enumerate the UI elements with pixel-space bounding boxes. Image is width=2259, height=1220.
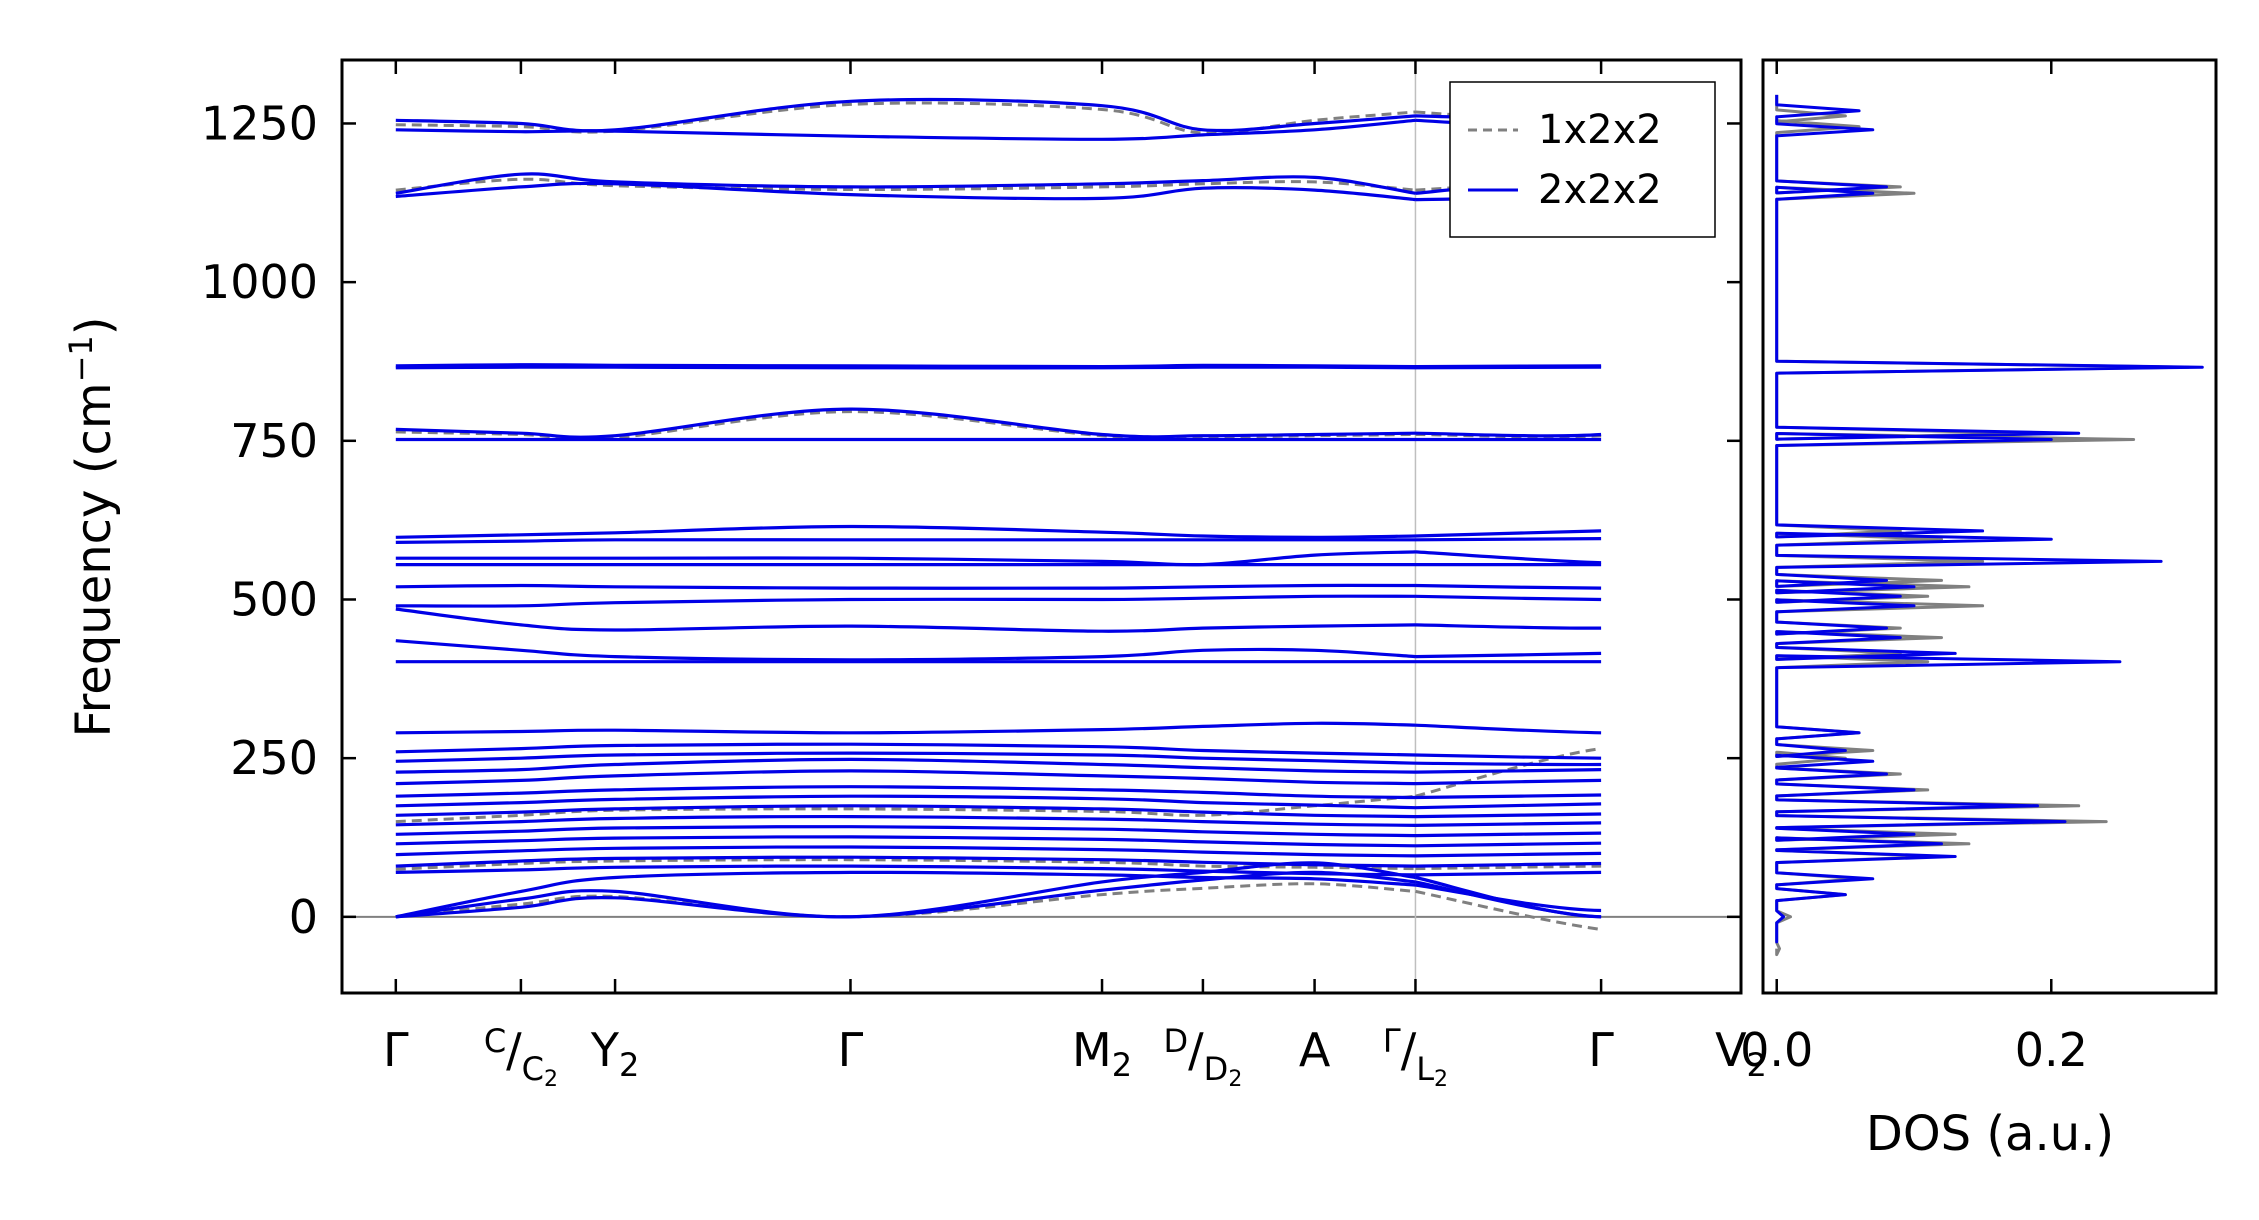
- y-axis-title: Frequency (cm−1): [62, 316, 122, 737]
- y-tick-label: 750: [230, 414, 318, 468]
- band-branch-1x2x2-3-0: [395, 410, 1416, 441]
- band-branch-1x2x2-1-0: [395, 101, 1416, 135]
- band-branch-2x2x2-31-0: [395, 870, 1416, 919]
- band-branch-2x2x2-20-1: [1415, 768, 1602, 774]
- band-branch-2x2x2-0-0: [395, 97, 1416, 133]
- band-branch-1x2x2-5-1: [1415, 864, 1602, 871]
- path-tick-label: A: [1299, 1023, 1331, 1077]
- band-branch-2x2x2-13-1: [1415, 594, 1602, 602]
- split-path-label: C/C2: [484, 1022, 558, 1092]
- band-branch-2x2x2-12-0: [395, 583, 1416, 590]
- band-branch-2x2x2-23-1: [1415, 802, 1602, 810]
- band-branch-2x2x2-9-1: [1415, 537, 1602, 542]
- dos-axis-ticks: 0.0 0.2: [1740, 60, 2088, 1077]
- dos-panel: 0.0 0.2: [1740, 58, 2218, 1077]
- legend-label-1x2x2: 1x2x2: [1538, 107, 1662, 153]
- band-branch-2x2x2-32-0: [395, 861, 1416, 919]
- y-tick-label: 1000: [201, 255, 318, 309]
- band-branch-2x2x2-5-1: [1415, 365, 1602, 370]
- band-branch-2x2x2-27-1: [1415, 841, 1602, 848]
- band-branch-2x2x2-26-1: [1415, 831, 1602, 838]
- band-branch-2x2x2-10-0: [395, 550, 1416, 567]
- y-tick-label: 1250: [201, 96, 318, 150]
- band-branch-2x2x2-26-0: [395, 825, 1416, 838]
- path-tick-label: Y2: [590, 1023, 639, 1084]
- band-branch-2x2x2-28-1: [1415, 851, 1602, 858]
- band-branch-2x2x2-18-0: [395, 742, 1416, 757]
- path-tick-label: V2: [1715, 1023, 1767, 1084]
- legend-label-2x2x2: 2x2x2: [1538, 167, 1662, 213]
- band-branch-2x2x2-12-1: [1415, 583, 1602, 590]
- band-branch-2x2x2-3-0: [395, 181, 1416, 202]
- band-branch-2x2x2-15-0: [395, 639, 1416, 662]
- path-tick-label: Γ: [383, 1023, 409, 1077]
- path-tick-label: Γ: [1588, 1023, 1614, 1077]
- band-branch-2x2x2-21-0: [395, 769, 1416, 786]
- band-branch-1x2x2-4-0: [395, 794, 1416, 824]
- band-branch-2x2x2-8-1: [1415, 529, 1602, 538]
- legend: 1x2x2 2x2x2: [1449, 81, 1716, 238]
- band-branch-2x2x2-25-0: [395, 814, 1416, 827]
- band-branch-2x2x2-19-1: [1415, 761, 1602, 767]
- band-branch-2x2x2-17-1: [1415, 723, 1602, 735]
- band-branch-2x2x2-33-1: [1415, 880, 1602, 919]
- band-branch-2x2x2-9-0: [395, 538, 1416, 544]
- band-branch-2x2x2-14-1: [1415, 623, 1602, 630]
- band-branch-2x2x2-14-0: [395, 607, 1416, 633]
- band-branch-2x2x2-2-0: [395, 172, 1416, 195]
- band-branch-2x2x2-24-0: [395, 804, 1416, 819]
- band-branch-2x2x2-15-1: [1415, 651, 1602, 659]
- band-branch-2x2x2-19-0: [395, 751, 1416, 765]
- legend-box: [1449, 81, 1716, 238]
- band-branch-1x2x2-5-0: [395, 858, 1416, 871]
- band-plot-frame: [340, 58, 1743, 995]
- band-branch-1x2x2-2-0: [395, 177, 1416, 192]
- band-branch-1x2x2-0-1: [1415, 889, 1602, 931]
- band-branch-2x2x2-8-0: [395, 524, 1416, 539]
- y-tick-label: 250: [230, 731, 318, 785]
- dos-curve-2x2x2: [1775, 94, 2204, 944]
- band-branch-2x2x2-25-1: [1415, 821, 1602, 827]
- band-branch-2x2x2-29-1: [1415, 861, 1602, 868]
- path-tick-label: M2: [1072, 1023, 1132, 1084]
- y-tick-label: 500: [230, 572, 318, 626]
- band-branch-2x2x2-24-1: [1415, 812, 1602, 819]
- band-branch-2x2x2-13-0: [395, 594, 1416, 608]
- dos-x-axis-title: DOS (a.u.): [1866, 1106, 2114, 1162]
- path-tick-label: Γ: [838, 1023, 864, 1077]
- band-branch-2x2x2-6-1: [1415, 431, 1602, 438]
- split-path-label: D/D2: [1164, 1022, 1243, 1092]
- band-branch-2x2x2-27-0: [395, 835, 1416, 848]
- band-branch-2x2x2-1-0: [395, 118, 1416, 141]
- dos-x-tick-label: 0.2: [2015, 1023, 2088, 1077]
- band-branch-2x2x2-20-0: [395, 757, 1416, 774]
- dos-plot-frame: [1761, 58, 2218, 995]
- band-branch-2x2x2-18-1: [1415, 753, 1602, 760]
- band-branch-2x2x2-33-0: [395, 870, 1416, 919]
- band-branch-2x2x2-22-1: [1415, 793, 1602, 800]
- band-branch-2x2x2-30-1: [1415, 870, 1602, 877]
- split-path-label: Γ/L2: [1383, 1022, 1448, 1092]
- band-axis-ticks: 0 250 500 750 1000 1250 Γ Y2 Γ M2 A Γ V2 C/C2 D/D2 Γ/L2: [201, 60, 2216, 1092]
- band-branch-2x2x2-10-1: [1415, 550, 1602, 565]
- dos-x-tick-label: 0.0: [1740, 1023, 1813, 1077]
- band-branch-2x2x2-17-0: [395, 721, 1416, 735]
- band-branch-2x2x2-6-0: [395, 407, 1416, 439]
- y-tick-label: 0: [289, 890, 318, 944]
- dos-series-group: [1775, 94, 2204, 957]
- band-branch-2x2x2-5-0: [395, 365, 1416, 370]
- band-branch-2x2x2-21-1: [1415, 778, 1602, 786]
- band-branch-2x2x2-23-0: [395, 794, 1416, 810]
- band-branch-2x2x2-28-0: [395, 845, 1416, 858]
- band-branch-2x2x2-22-0: [395, 785, 1416, 800]
